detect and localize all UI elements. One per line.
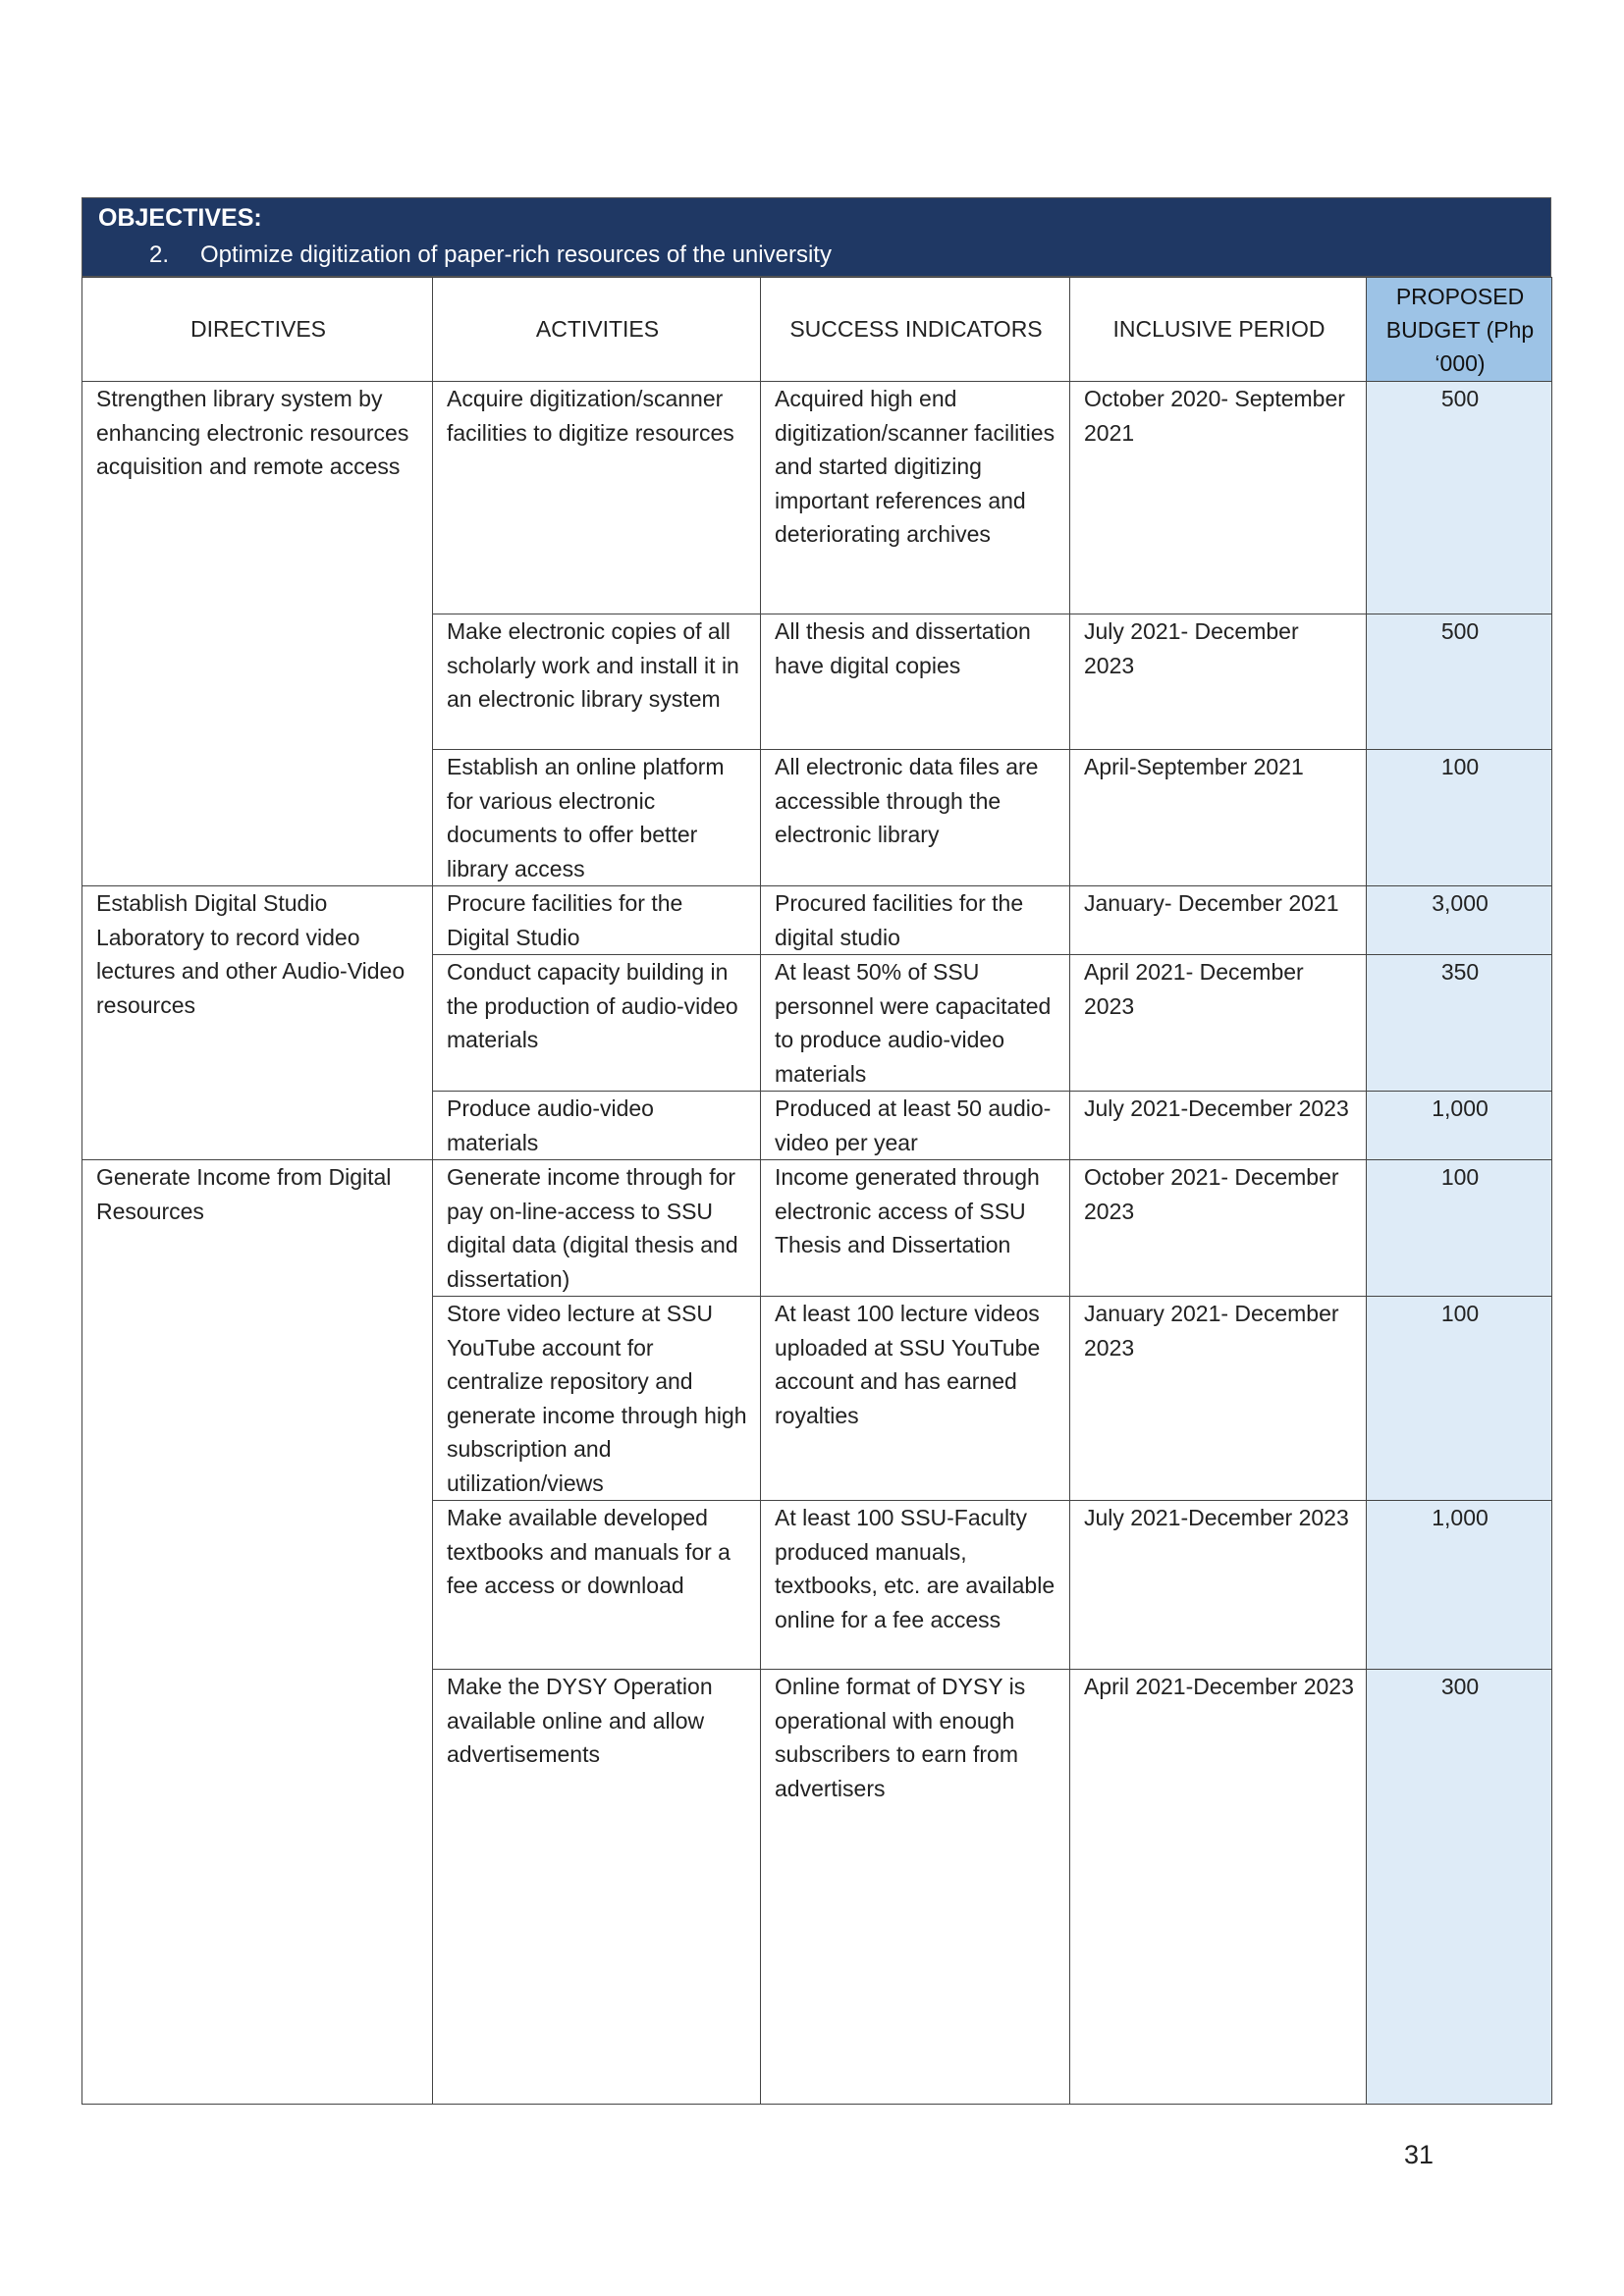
table-row: Make electronic copies of all scholarly … <box>82 614 1552 750</box>
indicator-cell: Produced at least 50 audio-video per yea… <box>760 1091 1070 1160</box>
header-row: DIRECTIVES ACTIVITIES SUCCESS INDICATORS… <box>81 277 1552 382</box>
table-row: Make the DYSY Operation available online… <box>82 1669 1552 2105</box>
activity-cell: Acquire digitization/scanner facilities … <box>432 381 761 614</box>
budget-cell: 300 <box>1366 1669 1552 2105</box>
col-inclusive-period: INCLUSIVE PERIOD <box>1069 277 1367 382</box>
directive-cell: Strengthen library system by enhancing e… <box>81 381 433 886</box>
indicator-cell: At least 50% of SSU personnel were capac… <box>760 954 1070 1092</box>
budget-cell: 3,000 <box>1366 885 1552 955</box>
activity-cell: Make electronic copies of all scholarly … <box>432 614 761 750</box>
indicator-cell: Online format of DYSY is operational wit… <box>760 1669 1070 2105</box>
activity-cell: Generate income through for pay on-line-… <box>432 1159 761 1297</box>
period-cell: July 2021- December 2023 <box>1069 614 1367 750</box>
activity-cell: Make available developed textbooks and m… <box>432 1500 761 1670</box>
budget-cell: 100 <box>1366 1296 1552 1501</box>
period-cell: October 2021- December 2023 <box>1069 1159 1367 1297</box>
indicator-cell: Acquired high end digitization/scanner f… <box>760 381 1070 614</box>
indicator-cell: All electronic data files are accessible… <box>760 749 1070 886</box>
period-cell: July 2021-December 2023 <box>1069 1091 1367 1160</box>
period-cell: January 2021- December 2023 <box>1069 1296 1367 1501</box>
directive-cell: Generate Income from Digital Resources <box>81 1159 433 2105</box>
activity-cell: Procure facilities for the Digital Studi… <box>432 885 761 955</box>
activity-cell: Make the DYSY Operation available online… <box>432 1669 761 2105</box>
objective-item: 2. Optimize digitization of paper-rich re… <box>149 241 832 269</box>
budget-cell: 100 <box>1366 749 1552 886</box>
period-cell: April 2021- December 2023 <box>1069 954 1367 1092</box>
objective-number: 2. <box>149 241 170 268</box>
col-directives: DIRECTIVES <box>81 277 433 382</box>
table-row: Establish an online platform for various… <box>82 749 1552 886</box>
table-row: Conduct capacity building in the product… <box>82 954 1552 1092</box>
budget-cell: 500 <box>1366 381 1552 614</box>
period-cell: April 2021-December 2023 <box>1069 1669 1367 2105</box>
indicator-cell: At least 100 SSU-Faculty produced manual… <box>760 1500 1070 1670</box>
budget-cell: 350 <box>1366 954 1552 1092</box>
table-row: Produce audio-video materials Produced at… <box>82 1091 1552 1160</box>
page-number: 31 <box>1404 2140 1435 2169</box>
indicator-cell: All thesis and dissertation have digital… <box>760 614 1070 750</box>
budget-cell: 1,000 <box>1366 1500 1552 1670</box>
directive-cell: Establish Digital Studio Laboratory to r… <box>81 885 433 1160</box>
budget-cell: 1,000 <box>1366 1091 1552 1160</box>
budget-cell: 500 <box>1366 614 1552 750</box>
period-cell: October 2020- September 2021 <box>1069 381 1367 614</box>
indicator-cell: Income generated through electronic acce… <box>760 1159 1070 1297</box>
table-row: Store video lecture at SSU YouTube accou… <box>82 1296 1552 1501</box>
col-activities: ACTIVITIES <box>432 277 761 382</box>
indicator-cell: At least 100 lecture videos uploaded at … <box>760 1296 1070 1501</box>
objectives-header: OBJECTIVES: 2. Optimize digitization of p… <box>81 197 1551 277</box>
period-cell: July 2021-December 2023 <box>1069 1500 1367 1670</box>
table-row: Establish Digital Studio Laboratory to r… <box>81 885 1552 1160</box>
period-cell: April-September 2021 <box>1069 749 1367 886</box>
table-row: Strengthen library system by enhancing e… <box>81 381 1552 886</box>
col-proposed-budget: PROPOSED BUDGET (Php ‘000) <box>1366 277 1552 382</box>
budget-cell: 100 <box>1366 1159 1552 1297</box>
table-row: Generate Income from Digital Resources Ge… <box>81 1159 1552 2105</box>
col-success-indicators: SUCCESS INDICATORS <box>760 277 1070 382</box>
activity-cell: Establish an online platform for various… <box>432 749 761 886</box>
table-row: Make available developed textbooks and m… <box>82 1500 1552 1670</box>
objective-text: Optimize digitization of paper-rich reso… <box>200 241 832 268</box>
activity-cell: Conduct capacity building in the product… <box>432 954 761 1092</box>
activity-cell: Produce audio-video materials <box>432 1091 761 1160</box>
period-cell: January- December 2021 <box>1069 885 1367 955</box>
objectives-heading: OBJECTIVES: <box>98 204 262 232</box>
activity-cell: Store video lecture at SSU YouTube accou… <box>432 1296 761 1501</box>
plan-table: DIRECTIVES ACTIVITIES SUCCESS INDICATORS… <box>81 277 1552 2105</box>
indicator-cell: Procured facilities for the digital stud… <box>760 885 1070 955</box>
